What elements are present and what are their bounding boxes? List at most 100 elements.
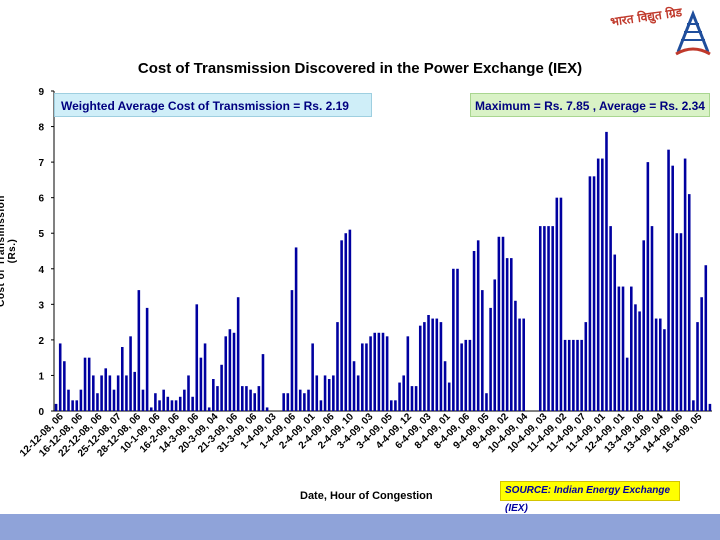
bar — [543, 226, 546, 411]
bar — [319, 400, 323, 411]
bar — [551, 226, 554, 411]
bar — [373, 332, 377, 411]
bar — [121, 347, 124, 411]
bar — [332, 375, 335, 411]
bar — [129, 336, 132, 411]
bar — [286, 393, 290, 411]
bar — [137, 290, 141, 411]
y-tick-label: 7 — [38, 158, 44, 169]
bar — [348, 229, 352, 411]
bar — [344, 233, 348, 411]
bar — [71, 400, 74, 411]
bar — [307, 389, 310, 411]
bar — [75, 400, 79, 411]
bar — [381, 332, 385, 411]
bar — [567, 339, 571, 411]
bar — [708, 403, 712, 411]
bar — [257, 386, 261, 411]
bar — [692, 400, 695, 411]
y-tick-label: 0 — [38, 407, 44, 418]
bar — [199, 357, 203, 411]
bar — [638, 311, 641, 411]
bar — [576, 339, 579, 411]
bar — [79, 389, 83, 411]
bar — [303, 393, 306, 411]
bar — [112, 389, 116, 411]
bar — [389, 400, 393, 411]
bar — [327, 379, 331, 411]
bar — [497, 236, 501, 411]
bar — [224, 336, 228, 411]
bar — [485, 393, 488, 411]
bar — [625, 357, 629, 411]
bar — [125, 375, 128, 411]
bar — [54, 403, 58, 411]
bar — [522, 318, 525, 411]
y-tick-label: 5 — [38, 229, 44, 240]
bar — [700, 297, 703, 411]
bar — [418, 325, 422, 411]
bar — [87, 357, 91, 411]
bar — [588, 176, 592, 411]
bar — [642, 240, 645, 411]
bar — [572, 339, 575, 411]
bar — [555, 197, 559, 411]
bar — [145, 307, 149, 411]
bar — [298, 389, 302, 411]
bar — [149, 407, 153, 411]
bar — [228, 329, 232, 411]
bar — [435, 318, 439, 411]
bar — [253, 393, 256, 411]
bar — [671, 165, 674, 411]
bar — [183, 389, 186, 411]
bar — [518, 318, 521, 411]
bar — [265, 407, 269, 411]
weighted-average-label: Weighted Average Cost of Transmission = … — [54, 93, 372, 117]
bar — [472, 251, 476, 411]
bar — [464, 339, 468, 411]
y-tick-label: 6 — [38, 194, 44, 205]
bar — [311, 343, 314, 411]
bar — [92, 375, 95, 411]
bar — [427, 315, 430, 411]
bar — [336, 322, 339, 411]
bar — [443, 361, 447, 411]
bar — [423, 322, 426, 411]
bar — [232, 332, 236, 411]
bar — [679, 233, 683, 411]
bar — [630, 286, 633, 411]
bar — [646, 162, 650, 411]
bar — [667, 149, 670, 412]
bar — [663, 329, 666, 411]
bar — [207, 407, 211, 411]
bar — [323, 375, 327, 411]
bar — [195, 304, 199, 411]
bar — [634, 304, 637, 411]
y-tick-label: 2 — [38, 336, 44, 347]
bar — [220, 364, 223, 411]
y-tick-label: 1 — [38, 371, 44, 382]
bar — [352, 361, 356, 411]
bar — [580, 339, 583, 411]
bar — [63, 361, 66, 411]
bar — [675, 233, 679, 411]
bar — [294, 247, 298, 411]
bar — [402, 375, 405, 411]
bar — [431, 318, 434, 411]
bar — [514, 300, 517, 411]
y-tick-label: 9 — [38, 87, 44, 98]
y-tick-label: 3 — [38, 300, 44, 311]
bar — [481, 290, 484, 411]
bar — [170, 400, 174, 411]
bar — [650, 226, 654, 411]
bar — [658, 318, 662, 411]
bar — [174, 400, 178, 411]
chart-title: Cost of Transmission Discovered in the P… — [137, 60, 583, 77]
bar — [315, 375, 319, 411]
bar — [178, 396, 182, 411]
bar — [377, 332, 381, 411]
source-label: SOURCE: Indian Energy Exchange (IEX) — [500, 481, 680, 514]
y-tick-label: 4 — [38, 265, 44, 276]
bar — [613, 254, 617, 411]
